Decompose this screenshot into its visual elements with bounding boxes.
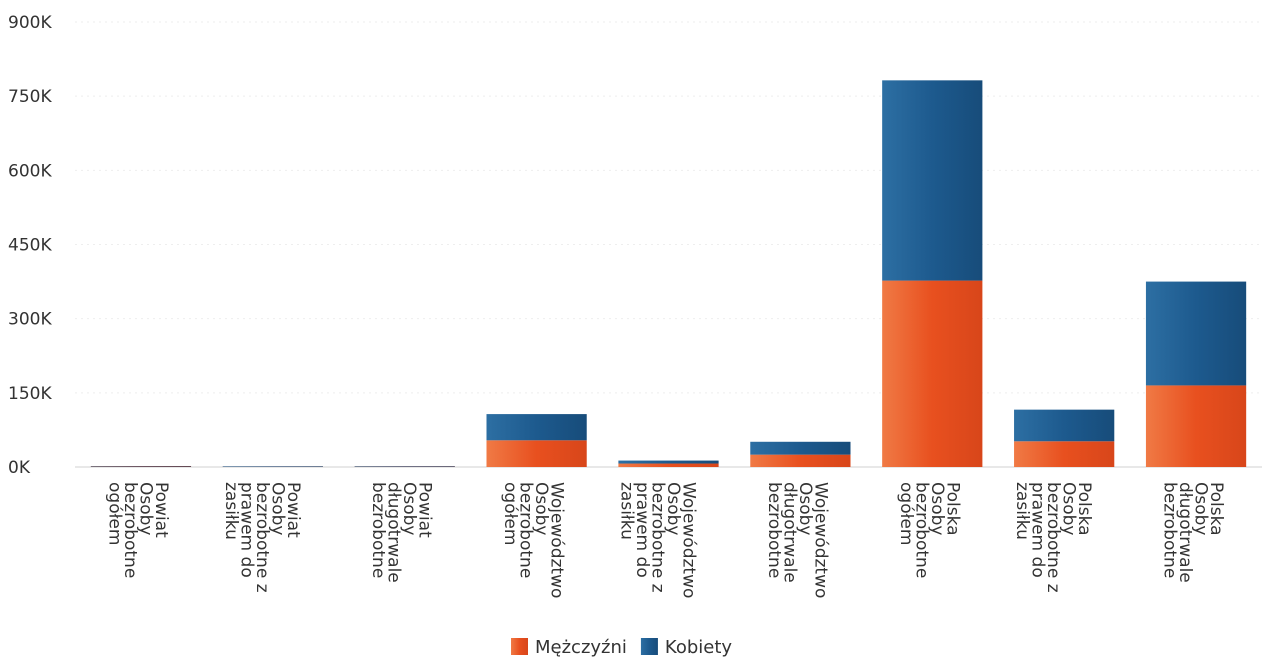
x-category-label: PowiatOsobydługotrwalebezrobotne xyxy=(368,482,435,583)
bar-segment[interactable] xyxy=(1014,409,1115,442)
bar-segment[interactable] xyxy=(486,440,587,467)
svg-text:PowiatOsobybezrobotneogółem: PowiatOsobybezrobotneogółem xyxy=(104,482,171,578)
x-category-label: PowiatOsobybezrobotneogółem xyxy=(104,482,171,578)
bar-segment[interactable] xyxy=(90,466,192,467)
x-category-label: WojewództwoOsobybezrobotneogółem xyxy=(500,482,567,598)
bar-segment[interactable] xyxy=(354,466,455,467)
svg-text:PowiatOsobydługotrwalebezrobot: PowiatOsobydługotrwalebezrobotne xyxy=(368,482,435,583)
y-tick-label: 600K xyxy=(8,161,52,181)
svg-text:PolskaOsobybezrobotne zprawem: PolskaOsobybezrobotne zprawem dozasiłku xyxy=(1012,482,1094,593)
bar-segment[interactable] xyxy=(1014,441,1115,467)
legend-swatch xyxy=(640,638,658,655)
bar-segment[interactable] xyxy=(882,280,983,467)
y-tick-label: 900K xyxy=(8,13,52,33)
x-category-label: WojewództwoOsobydługotrwalebezrobotne xyxy=(764,482,831,598)
legend: Mężczyźni Kobiety xyxy=(511,637,732,658)
svg-text:WojewództwoOsobydługotrwalebez: WojewództwoOsobydługotrwalebezrobotne xyxy=(764,482,831,598)
y-tick-label: 450K xyxy=(8,236,52,256)
y-axis: 0K 150K 300K 450K 600K 750K 900K xyxy=(8,13,52,478)
bar-segment[interactable] xyxy=(90,466,192,467)
legend-label: Mężczyźni xyxy=(535,637,627,658)
y-tick-label: 150K xyxy=(8,384,52,404)
legend-swatch xyxy=(511,638,528,655)
bars xyxy=(90,80,1247,467)
svg-text:PolskaOsobybezrobotneogółem: PolskaOsobybezrobotneogółem xyxy=(896,482,963,578)
y-tick-label: 300K xyxy=(8,310,52,330)
gridlines xyxy=(75,21,1262,468)
bar-segment[interactable] xyxy=(1145,281,1247,386)
x-category-label: PolskaOsobybezrobotneogółem xyxy=(896,482,963,578)
bar-segment[interactable] xyxy=(1145,385,1247,467)
svg-text:WojewództwoOsobybezrobotne zpr: WojewództwoOsobybezrobotne zprawem dozas… xyxy=(617,482,699,598)
svg-text:PowiatOsobybezrobotne zprawem: PowiatOsobybezrobotne zprawem dozasiłku xyxy=(221,482,303,593)
svg-text:WojewództwoOsobybezrobotneogół: WojewództwoOsobybezrobotneogółem xyxy=(500,482,567,598)
bar-segment[interactable] xyxy=(882,80,983,281)
x-category-label: PolskaOsobybezrobotne zprawem dozasiłku xyxy=(1012,482,1094,593)
bar-segment[interactable] xyxy=(618,460,719,464)
y-tick-label: 750K xyxy=(8,87,52,107)
legend-label: Kobiety xyxy=(665,637,732,658)
svg-text:PolskaOsobydługotrwalebezrobot: PolskaOsobydługotrwalebezrobotne xyxy=(1160,482,1227,583)
x-category-label: PolskaOsobydługotrwalebezrobotne xyxy=(1160,482,1227,583)
x-axis: PowiatOsobybezrobotneogółem PowiatOsobybe… xyxy=(104,482,1226,598)
bar-segment[interactable] xyxy=(618,463,719,467)
bar-segment[interactable] xyxy=(486,414,587,441)
bar-segment[interactable] xyxy=(750,441,851,455)
bar-segment[interactable] xyxy=(750,454,851,467)
y-tick-label: 0K xyxy=(8,458,31,478)
x-category-label: WojewództwoOsobybezrobotne zprawem dozas… xyxy=(617,482,699,598)
x-category-label: PowiatOsobybezrobotne zprawem dozasiłku xyxy=(221,482,303,593)
bar-segment[interactable] xyxy=(222,466,323,467)
